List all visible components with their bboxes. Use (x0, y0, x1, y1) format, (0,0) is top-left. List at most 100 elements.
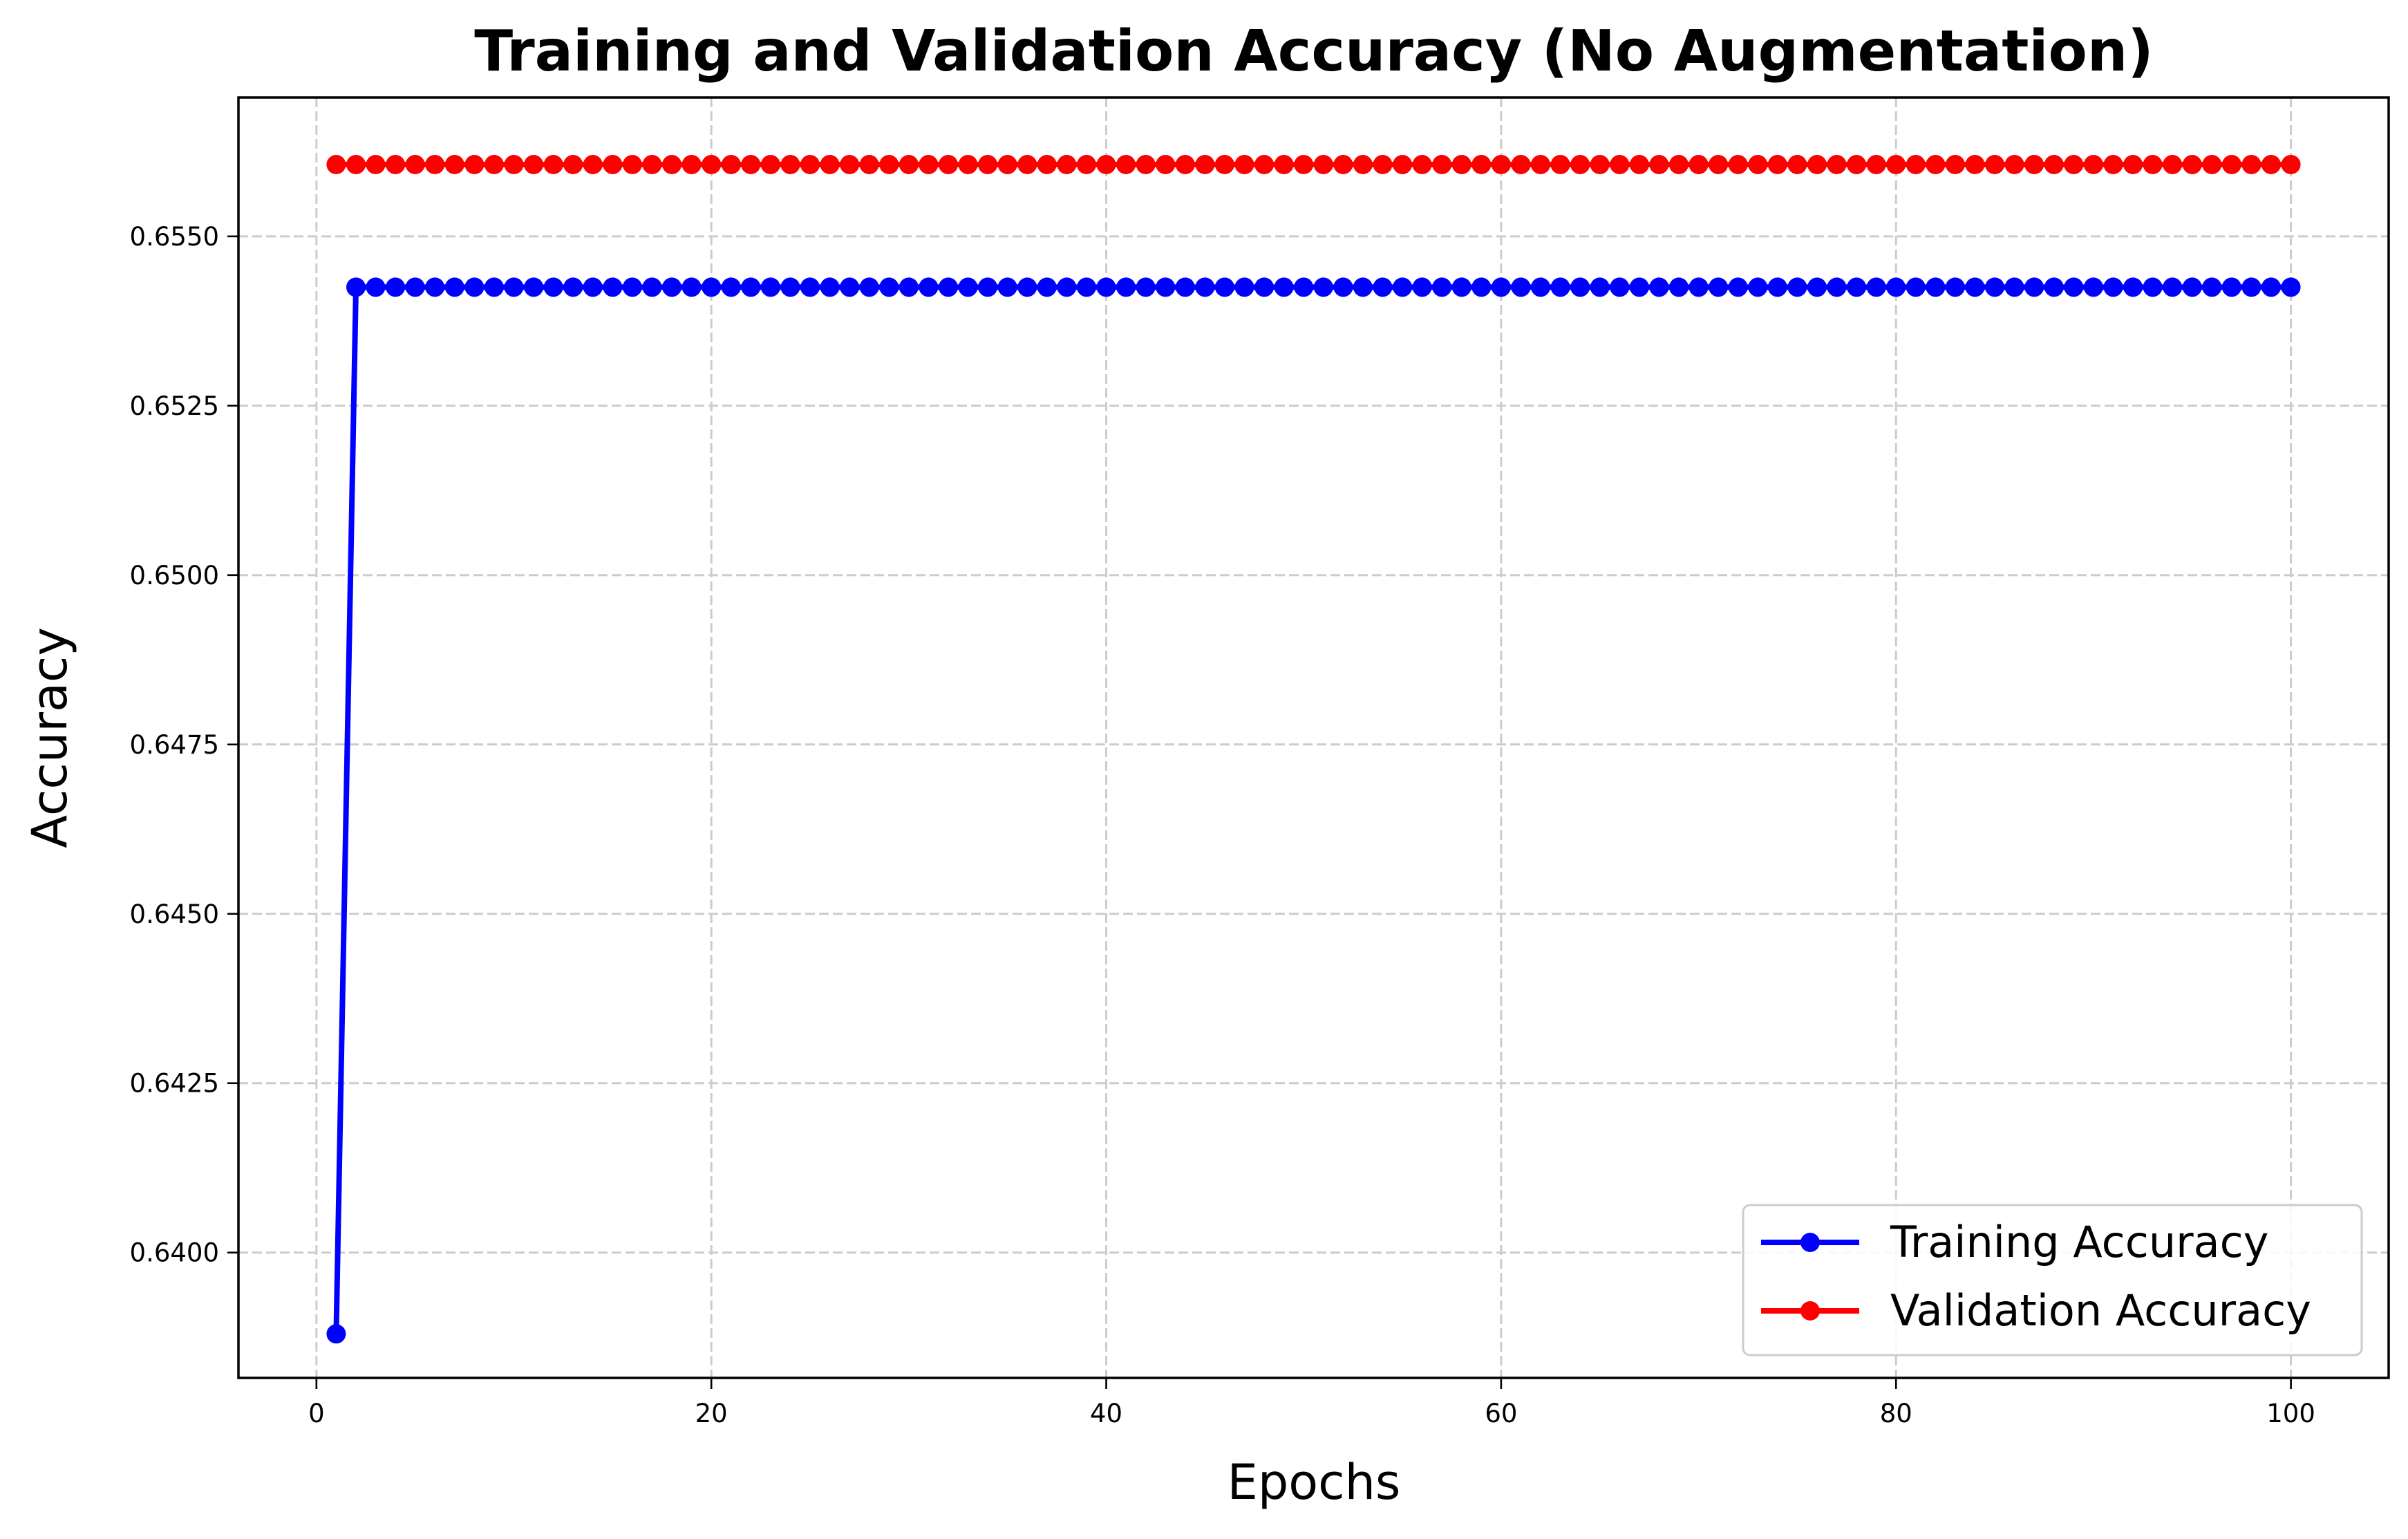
data-point (1886, 155, 1906, 174)
data-point (2182, 277, 2202, 297)
data-point (899, 277, 919, 297)
data-point (1057, 277, 1077, 297)
data-point (1393, 155, 1413, 174)
data-point (1077, 155, 1096, 174)
data-point (919, 155, 939, 174)
data-point (1412, 277, 1432, 297)
data-point (2083, 155, 2103, 174)
data-point (1037, 277, 1057, 297)
data-point (1195, 277, 1215, 297)
data-point (899, 155, 919, 174)
data-point (978, 277, 998, 297)
data-point (820, 155, 840, 174)
data-point (1214, 155, 1234, 174)
data-point (1017, 277, 1037, 297)
y-axis-label: Accuracy (21, 627, 78, 848)
data-point (543, 155, 563, 174)
data-point (1451, 155, 1471, 174)
data-point (2281, 155, 2301, 174)
data-point (2202, 277, 2222, 297)
data-point (1728, 277, 1748, 297)
data-point (1333, 277, 1353, 297)
data-point (1511, 155, 1531, 174)
data-point (939, 277, 958, 297)
data-point (346, 155, 366, 174)
data-point (939, 155, 958, 174)
data-point (1610, 277, 1630, 297)
data-point (524, 155, 544, 174)
legend-box (1742, 1204, 2363, 1356)
data-point (464, 277, 485, 297)
data-point (1531, 155, 1550, 174)
x-axis-label: Epochs (1227, 1454, 1401, 1511)
data-point (2004, 277, 2024, 297)
data-point (622, 277, 642, 297)
y-tick-label: 0.6450 (130, 899, 219, 929)
data-point (800, 277, 820, 297)
data-point (405, 277, 425, 297)
data-point (1254, 277, 1274, 297)
data-point (484, 155, 504, 174)
data-point (1787, 155, 1807, 174)
data-point (1254, 155, 1274, 174)
y-tick-label: 0.6400 (130, 1238, 219, 1268)
data-point (800, 155, 820, 174)
data-point (1373, 155, 1393, 174)
data-point (1136, 155, 1156, 174)
data-point (1353, 155, 1373, 174)
data-point (1491, 277, 1511, 297)
data-point (504, 155, 524, 174)
data-point (859, 155, 879, 174)
data-point (780, 277, 800, 297)
legend: Training Accuracy Validation Accuracy (1742, 1204, 2363, 1356)
data-point (1748, 277, 1768, 297)
data-point (464, 155, 485, 174)
data-point (741, 277, 761, 297)
plot-frame (237, 96, 2390, 1379)
data-point (1649, 155, 1669, 174)
data-point (702, 277, 722, 297)
data-point (1096, 277, 1116, 297)
data-point (721, 277, 741, 297)
data-point (1057, 155, 1077, 174)
data-point (1570, 277, 1590, 297)
data-point (1234, 155, 1254, 174)
data-point (2241, 155, 2261, 174)
data-point (2024, 277, 2044, 297)
data-point (1748, 155, 1768, 174)
data-point (2261, 155, 2281, 174)
data-point (1294, 277, 1314, 297)
data-point (405, 155, 425, 174)
data-point (840, 277, 860, 297)
data-point (681, 277, 702, 297)
data-point (741, 155, 761, 174)
legend-marker-training (1800, 1233, 1820, 1252)
data-point (919, 277, 939, 297)
data-point (958, 155, 978, 174)
data-point (386, 155, 406, 174)
y-tick-label: 0.6475 (130, 730, 219, 760)
data-point (1333, 155, 1353, 174)
data-point (1313, 277, 1333, 297)
data-point (1590, 277, 1610, 297)
data-point (820, 277, 840, 297)
data-point (1866, 277, 1886, 297)
data-point (1629, 277, 1649, 297)
x-tick-label: 40 (1090, 1399, 1122, 1428)
y-tick-label: 0.6525 (130, 391, 219, 421)
data-point (1649, 277, 1669, 297)
data-point (2004, 155, 2024, 174)
data-point (1491, 155, 1511, 174)
data-point (1689, 277, 1709, 297)
series-0 (326, 277, 2301, 1344)
data-point (1017, 155, 1037, 174)
data-point (1550, 277, 1570, 297)
data-point (2143, 277, 2163, 297)
data-point (2143, 155, 2163, 174)
data-point (2163, 277, 2183, 297)
data-point (2281, 277, 2301, 297)
data-point (1136, 277, 1156, 297)
data-point (1156, 277, 1176, 297)
data-point (2182, 155, 2202, 174)
